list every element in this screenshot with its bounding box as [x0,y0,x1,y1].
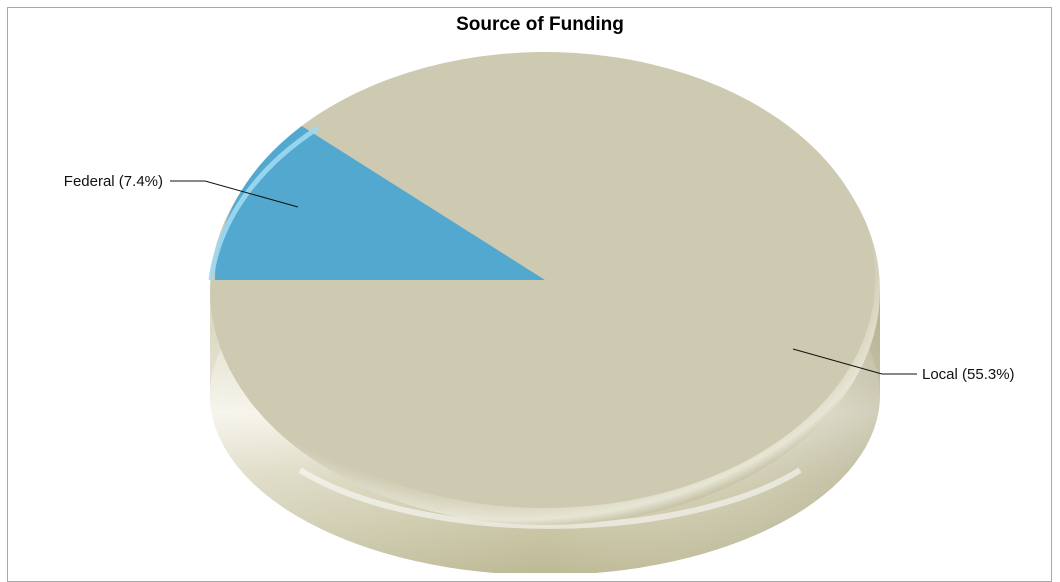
data-label-federal: Federal (7.4%) [64,173,163,190]
data-label-local: Local (55.3%) [922,366,1015,383]
leader-line-local [792,348,883,375]
pie-slice-local[interactable] [215,52,875,509]
pie-slice-federal[interactable] [215,126,545,280]
leader-line-federal-diag [204,180,299,208]
chart-title: Source of Funding [456,14,624,35]
pie-slice-federal-edge [208,125,320,281]
pie-side-highlight [298,467,802,529]
